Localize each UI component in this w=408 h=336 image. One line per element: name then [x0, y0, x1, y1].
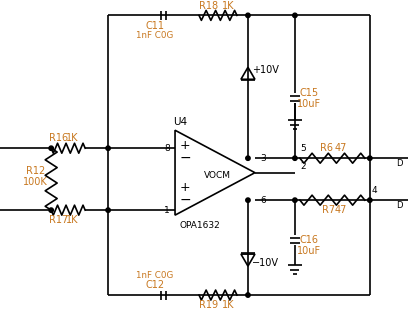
Circle shape [49, 208, 53, 212]
Text: +10V: +10V [253, 65, 279, 75]
Text: R17: R17 [49, 215, 68, 225]
Text: D: D [397, 201, 403, 210]
Text: C15: C15 [299, 88, 318, 98]
Text: OPA1632: OPA1632 [180, 221, 220, 229]
Text: 10uF: 10uF [297, 246, 321, 256]
Circle shape [293, 156, 297, 160]
Text: 1nF C0G: 1nF C0G [136, 31, 174, 40]
Circle shape [246, 293, 250, 297]
Text: 1K: 1K [222, 1, 234, 11]
Text: R18: R18 [200, 1, 219, 11]
Text: 1nF C0G: 1nF C0G [136, 270, 174, 280]
Text: 47: 47 [334, 205, 346, 215]
Text: C16: C16 [299, 235, 318, 245]
Text: R19: R19 [200, 300, 219, 310]
Text: 10uF: 10uF [297, 99, 321, 109]
Text: 6: 6 [260, 196, 266, 205]
Text: C12: C12 [146, 280, 164, 290]
Text: 3: 3 [260, 154, 266, 163]
Text: 1K: 1K [66, 133, 78, 143]
Text: −: − [179, 151, 191, 165]
Text: U4: U4 [173, 117, 187, 127]
Circle shape [246, 13, 250, 17]
Circle shape [293, 198, 297, 202]
Text: 5: 5 [300, 144, 306, 153]
Text: 100K: 100K [23, 177, 48, 187]
Text: 1: 1 [164, 206, 170, 215]
Circle shape [49, 146, 53, 151]
Text: −: − [179, 193, 191, 207]
Text: 2: 2 [300, 162, 306, 171]
Text: R16: R16 [49, 133, 68, 143]
Text: R6: R6 [320, 143, 333, 153]
Text: +: + [180, 181, 191, 194]
Text: 1K: 1K [66, 215, 78, 225]
Text: 1K: 1K [222, 300, 234, 310]
Text: −10V: −10V [253, 258, 279, 268]
Text: C11: C11 [146, 22, 164, 31]
Text: R12: R12 [26, 166, 45, 176]
Text: 4: 4 [372, 186, 378, 195]
Text: 47: 47 [334, 143, 346, 153]
Circle shape [246, 198, 250, 202]
Text: 8: 8 [164, 144, 170, 153]
Text: +: + [180, 139, 191, 152]
Circle shape [293, 13, 297, 17]
Text: VOCM: VOCM [204, 171, 231, 180]
Circle shape [106, 208, 110, 212]
Circle shape [106, 146, 110, 151]
Circle shape [246, 156, 250, 160]
Circle shape [368, 156, 372, 160]
Text: R7: R7 [322, 205, 335, 215]
Text: D: D [397, 159, 403, 168]
Circle shape [368, 198, 372, 202]
